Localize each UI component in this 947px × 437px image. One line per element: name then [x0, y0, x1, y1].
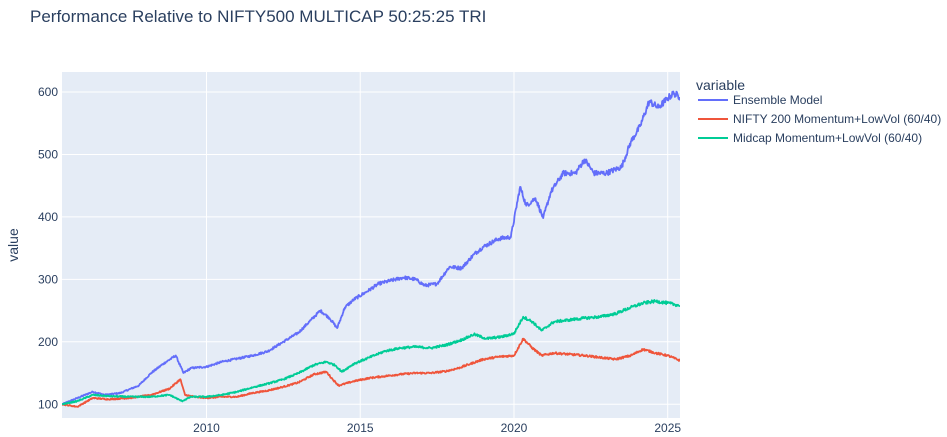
series-line	[62, 337, 680, 408]
legend-label: Ensemble Model	[733, 93, 822, 107]
legend-item[interactable]: Midcap Momentum+LowVol (60/40)	[698, 131, 922, 145]
plot-area	[62, 72, 680, 418]
series-line	[62, 299, 680, 406]
y-axis-title: value	[5, 228, 21, 262]
series-layer	[62, 90, 680, 408]
legend-item[interactable]: Ensemble Model	[698, 93, 822, 107]
x-tick-label: 2025	[654, 421, 681, 435]
y-tick-label: 300	[38, 272, 58, 286]
legend-item[interactable]: NIFTY 200 Momentum+LowVol (60/40)	[698, 112, 941, 126]
x-tick-label: 2015	[347, 421, 374, 435]
x-tick-labels: 2010 2015 2020 2025	[193, 421, 681, 435]
series-line	[62, 90, 680, 406]
legend-title: variable	[696, 77, 745, 93]
legend-label: Midcap Momentum+LowVol (60/40)	[733, 131, 922, 145]
x-tick-label: 2020	[501, 421, 528, 435]
legend-label: NIFTY 200 Momentum+LowVol (60/40)	[733, 112, 941, 126]
x-tick-label: 2010	[193, 421, 220, 435]
y-tick-labels: 100 200 300 400 500 600	[38, 85, 58, 411]
y-tick-label: 400	[38, 210, 58, 224]
y-tick-label: 600	[38, 85, 58, 99]
y-tick-label: 200	[38, 335, 58, 349]
chart-title: Performance Relative to NIFTY500 MULTICA…	[30, 7, 486, 26]
y-tick-label: 100	[38, 397, 58, 411]
y-tick-label: 500	[38, 147, 58, 161]
legend: variable Ensemble Model NIFTY 200 Momentu…	[696, 77, 941, 145]
gridlines	[62, 72, 680, 418]
